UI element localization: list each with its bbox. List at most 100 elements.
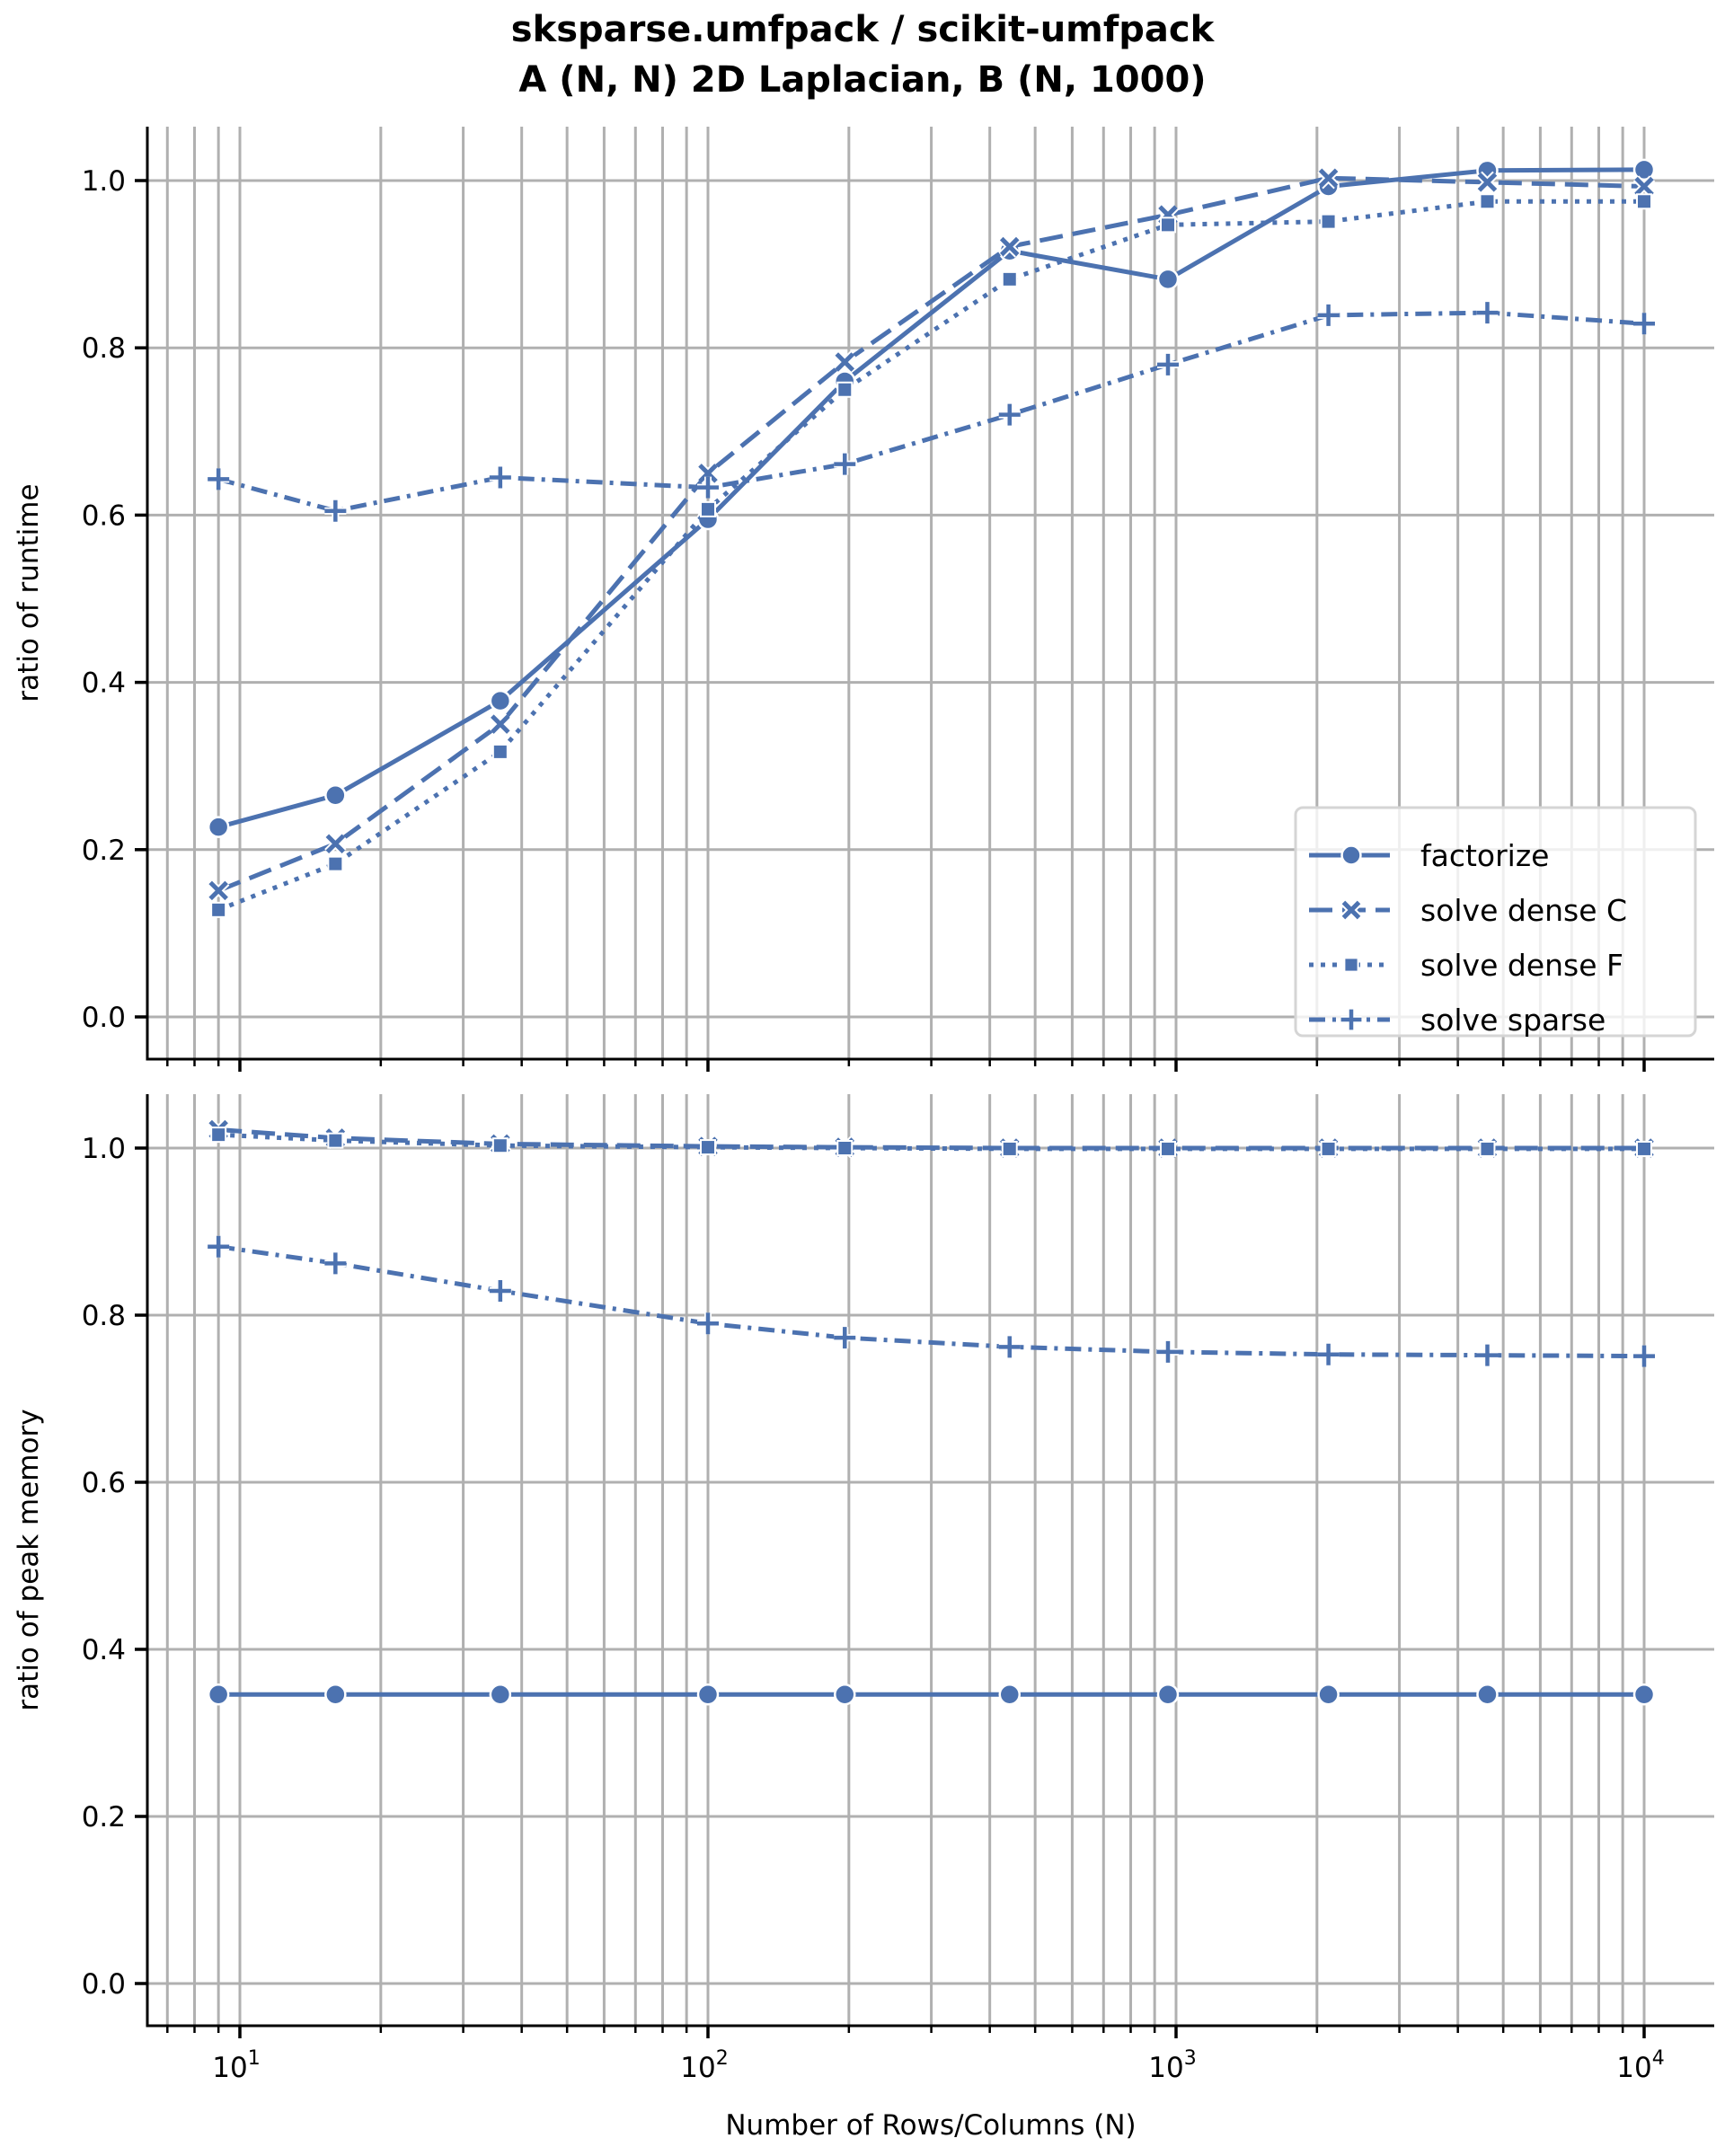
square-marker [700,500,716,517]
circle-marker [1317,1683,1340,1706]
square-marker [1479,193,1496,210]
square-marker [327,1132,344,1149]
y-tick-label: 0.8 [82,1300,126,1332]
plus-marker [998,403,1021,426]
plus-marker [1476,302,1499,324]
y-tick-label: 0.2 [82,1801,126,1833]
grid [147,1094,1714,2026]
square-marker [1001,270,1018,287]
y-tick-label: 0.8 [82,332,126,365]
series-solve-sparse [208,302,1655,522]
plus-marker [324,499,347,522]
axis-spines [146,127,1714,1061]
x-marker [324,833,347,855]
legend-label: solve dense C [1420,893,1627,928]
series-line [217,1244,1645,1359]
legend-frame [1294,806,1697,1038]
x-marker [1476,171,1499,194]
x-marker [998,235,1021,258]
legend-entry: solve sparse [1309,1003,1606,1038]
x-marker [1317,167,1340,190]
chart-title-line-2: A (N, N) 2D Laplacian, B (N, 1000) [518,59,1206,101]
series-solve-dense-F [210,193,1652,918]
square-marker [210,901,227,918]
circle-marker [489,689,512,712]
chart-title-line-1: sksparse.umfpack / scikit-umfpack [511,9,1216,50]
legend-entry: factorize [1309,838,1549,873]
plus-marker [208,1235,230,1258]
legend-entry: solve dense C [1309,893,1627,928]
legend-label: solve sparse [1420,1003,1606,1038]
plus-marker [1633,1345,1655,1367]
x-axis-label: Number of Rows/Columns (N) [725,2109,1136,2142]
circle-marker [834,1683,856,1706]
y-tick-label: 1.0 [82,1133,126,1165]
peak-memory-panel: 0.0 0.2 0.4 0.6 0.8 1.0 ratio of peak memory 10… [13,1094,1714,2084]
plus-marker [1157,353,1179,376]
circle-marker [1632,1683,1656,1706]
series-factorize [207,1683,1656,1706]
square-marker [1636,193,1652,210]
legend-label: factorize [1420,838,1549,873]
series-line [217,199,1644,913]
square-marker [210,1127,227,1144]
series-line [217,175,1645,893]
circle-marker [1632,158,1656,181]
plus-marker [834,453,856,475]
circle-marker [324,784,347,807]
circle-marker [998,1683,1022,1706]
plus-marker [489,466,511,489]
square-marker [1479,1140,1496,1157]
square-marker [491,1137,509,1154]
square-marker [1636,1140,1652,1157]
circle-marker [207,1683,230,1706]
circle-marker [207,816,230,838]
plus-marker [1317,304,1340,326]
circle-marker [1476,1683,1499,1706]
plus-marker [208,468,230,490]
square-marker [836,1140,854,1156]
plus-marker [1340,1009,1362,1030]
plus-marker [1633,313,1655,335]
y-axis-label: ratio of peak memory [13,1409,45,1710]
x-marker [489,712,512,736]
square-marker [1159,1140,1176,1157]
series-line [218,1132,1644,1152]
square-marker [1343,957,1359,973]
x-marker [696,462,720,485]
series-solve-dense-F [210,1127,1652,1157]
circle-marker [1156,1683,1180,1706]
square-marker [1159,216,1176,234]
square-marker [1320,213,1337,230]
x-tick-label: 104 [1616,2047,1664,2084]
circle-marker [489,1683,512,1706]
legend-label: solve dense F [1420,948,1623,983]
plus-marker [834,1327,856,1349]
plus-marker [998,1336,1021,1358]
y-tick-label: 1.0 [82,165,126,198]
plus-marker [1317,1343,1340,1365]
square-marker [836,381,854,398]
legend: factorize solve dense C solve dense F solve… [1294,806,1697,1038]
plus-marker [697,1312,719,1335]
circle-marker [696,1683,720,1706]
circle-marker [1340,844,1362,866]
y-axis-label: ratio of runtime [13,483,45,702]
plus-marker [1157,1340,1179,1363]
y-tick-label: 0.4 [82,1634,126,1666]
plus-marker [489,1280,511,1303]
plus-marker [1476,1344,1499,1366]
circle-marker [1156,268,1180,291]
x-tick-label: 101 [212,2047,260,2084]
circle-marker [324,1683,347,1706]
plus-marker [697,476,719,499]
x-marker [207,879,230,902]
square-marker [1001,1140,1018,1157]
y-tick-label: 0.0 [82,1002,126,1034]
series-line [217,310,1645,514]
series-solve-dense-C [207,167,1656,902]
y-tick-label: 0.0 [82,1968,126,2001]
square-marker [700,1139,716,1156]
x-marker [1632,175,1656,198]
y-tick-label: 0.4 [82,667,126,700]
